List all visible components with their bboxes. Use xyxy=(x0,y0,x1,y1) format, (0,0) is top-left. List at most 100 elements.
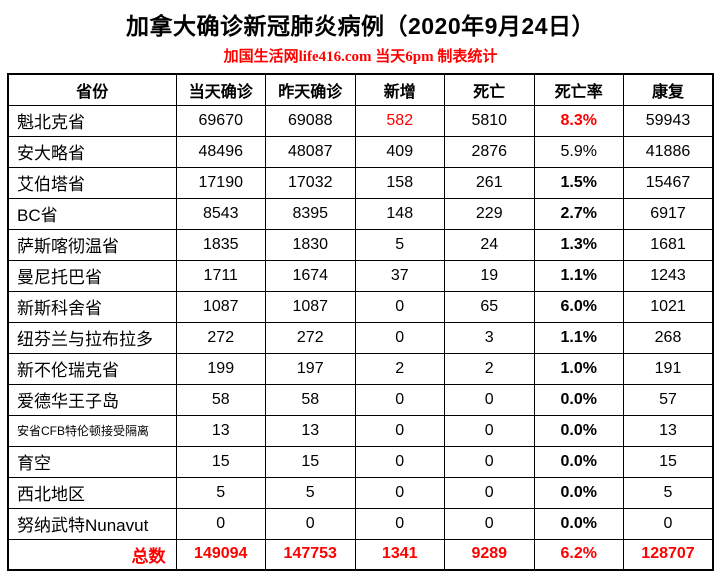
rate-cell: 0.0% xyxy=(533,383,624,416)
province-cell: 努纳武特Nunavut xyxy=(7,507,177,540)
province-row: 努纳武特Nunavut 0 0 0 0 0.0% 0 xyxy=(7,507,714,540)
deaths-cell: 3 xyxy=(444,321,535,354)
total-row: 总数 149094 147753 1341 9289 6.2% 128707 xyxy=(7,538,714,571)
total-yesterday-cell: 147753 xyxy=(265,538,356,571)
recovered-cell: 13 xyxy=(623,414,714,447)
recovered-cell: 1681 xyxy=(623,228,714,261)
province-cell: 西北地区 xyxy=(7,476,177,509)
yesterday-cell: 8395 xyxy=(265,197,356,230)
table-body: 魁北克省 69670 69088 582 5810 8.3% 59943 安大略省 48496 4… xyxy=(7,104,714,571)
total-new-cell: 1341 xyxy=(354,538,445,571)
rate-cell: 1.1% xyxy=(533,321,624,354)
yesterday-cell: 1674 xyxy=(265,259,356,292)
today-cell: 1711 xyxy=(175,259,266,292)
deaths-cell: 0 xyxy=(444,383,535,416)
deaths-cell: 0 xyxy=(444,476,535,509)
deaths-cell: 0 xyxy=(444,414,535,447)
deaths-cell: 19 xyxy=(444,259,535,292)
yesterday-cell: 5 xyxy=(265,476,356,509)
yesterday-cell: 272 xyxy=(265,321,356,354)
recovered-cell: 6917 xyxy=(623,197,714,230)
today-cell: 272 xyxy=(175,321,266,354)
deaths-cell: 2876 xyxy=(444,135,535,168)
province-cell: 新不伦瑞克省 xyxy=(7,352,177,385)
rate-cell: 6.0% xyxy=(533,290,624,323)
covid-stats-table: 省份 当天确诊 昨天确诊 新增 死亡 死亡率 康复 魁北克省 69670 69088 582 581… xyxy=(7,73,714,571)
rate-cell: 2.7% xyxy=(533,197,624,230)
province-cell: 艾伯塔省 xyxy=(7,166,177,199)
yesterday-cell: 13 xyxy=(265,414,356,447)
rate-cell: 1.5% xyxy=(533,166,624,199)
new-cell: 37 xyxy=(354,259,445,292)
deaths-cell: 229 xyxy=(444,197,535,230)
yesterday-cell: 0 xyxy=(265,507,356,540)
total-recovered-cell: 128707 xyxy=(623,538,714,571)
today-cell: 17190 xyxy=(175,166,266,199)
province-cell: 安省CFB特伦顿接受隔离 xyxy=(7,414,177,447)
deaths-cell: 261 xyxy=(444,166,535,199)
province-row: 育空 15 15 0 0 0.0% 15 xyxy=(7,445,714,478)
today-cell: 69670 xyxy=(175,104,266,137)
province-cell: 安大略省 xyxy=(7,135,177,168)
header-row: 省份 当天确诊 昨天确诊 新增 死亡 死亡率 康复 xyxy=(7,73,714,106)
deaths-cell: 5810 xyxy=(444,104,535,137)
recovered-cell: 15467 xyxy=(623,166,714,199)
province-row: 西北地区 5 5 0 0 0.0% 5 xyxy=(7,476,714,509)
today-cell: 0 xyxy=(175,507,266,540)
recovered-cell: 268 xyxy=(623,321,714,354)
rate-cell: 8.3% xyxy=(533,104,624,137)
new-cell: 0 xyxy=(354,507,445,540)
yesterday-cell: 17032 xyxy=(265,166,356,199)
total-province-cell: 总数 xyxy=(7,538,177,571)
recovered-cell: 59943 xyxy=(623,104,714,137)
today-cell: 8543 xyxy=(175,197,266,230)
yesterday-cell: 69088 xyxy=(265,104,356,137)
deaths-cell: 2 xyxy=(444,352,535,385)
recovered-cell: 41886 xyxy=(623,135,714,168)
new-cell: 2 xyxy=(354,352,445,385)
province-cell: 纽芬兰与拉布拉多 xyxy=(7,321,177,354)
rate-cell: 1.3% xyxy=(533,228,624,261)
column-header-yesterday: 昨天确诊 xyxy=(265,73,356,106)
rate-cell: 1.1% xyxy=(533,259,624,292)
today-cell: 13 xyxy=(175,414,266,447)
rate-cell: 0.0% xyxy=(533,507,624,540)
yesterday-cell: 1830 xyxy=(265,228,356,261)
source-subtitle: 加国生活网life416.com 当天6pm 制表统计 xyxy=(223,49,498,65)
province-cell: 曼尼托巴省 xyxy=(7,259,177,292)
today-cell: 48496 xyxy=(175,135,266,168)
rate-cell: 0.0% xyxy=(533,445,624,478)
new-cell: 148 xyxy=(354,197,445,230)
province-row: 安省CFB特伦顿接受隔离 13 13 0 0 0.0% 13 xyxy=(7,414,714,447)
province-row: 新斯科舍省 1087 1087 0 65 6.0% 1021 xyxy=(7,290,714,323)
new-cell: 0 xyxy=(354,476,445,509)
column-header-recovered: 康复 xyxy=(623,73,714,106)
province-cell: BC省 xyxy=(7,197,177,230)
province-cell: 爱德华王子岛 xyxy=(7,383,177,416)
recovered-cell: 57 xyxy=(623,383,714,416)
new-cell: 158 xyxy=(354,166,445,199)
new-cell: 0 xyxy=(354,321,445,354)
today-cell: 5 xyxy=(175,476,266,509)
province-row: 安大略省 48496 48087 409 2876 5.9% 41886 xyxy=(7,135,714,168)
deaths-cell: 24 xyxy=(444,228,535,261)
today-cell: 1835 xyxy=(175,228,266,261)
new-cell: 0 xyxy=(354,383,445,416)
deaths-cell: 0 xyxy=(444,445,535,478)
recovered-cell: 0 xyxy=(623,507,714,540)
column-header-province: 省份 xyxy=(7,73,177,106)
province-row: 爱德华王子岛 58 58 0 0 0.0% 57 xyxy=(7,383,714,416)
deaths-cell: 0 xyxy=(444,507,535,540)
new-cell: 409 xyxy=(354,135,445,168)
yesterday-cell: 197 xyxy=(265,352,356,385)
rate-cell: 0.0% xyxy=(533,476,624,509)
column-header-new: 新增 xyxy=(354,73,445,106)
recovered-cell: 5 xyxy=(623,476,714,509)
new-cell: 0 xyxy=(354,414,445,447)
column-header-deaths: 死亡 xyxy=(444,73,535,106)
province-cell: 魁北克省 xyxy=(7,104,177,137)
recovered-cell: 1021 xyxy=(623,290,714,323)
rate-cell: 1.0% xyxy=(533,352,624,385)
recovered-cell: 15 xyxy=(623,445,714,478)
recovered-cell: 1243 xyxy=(623,259,714,292)
